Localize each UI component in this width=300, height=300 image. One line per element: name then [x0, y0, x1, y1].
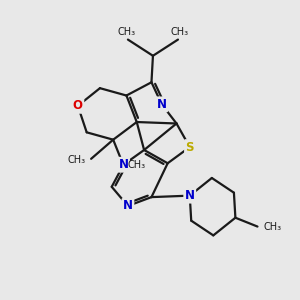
- Text: CH₃: CH₃: [170, 27, 188, 37]
- Text: S: S: [185, 141, 194, 154]
- Text: N: N: [185, 189, 195, 202]
- Text: N: N: [123, 200, 133, 212]
- Text: N: N: [157, 98, 167, 111]
- Text: O: O: [73, 99, 83, 112]
- Text: CH₃: CH₃: [67, 155, 85, 165]
- Text: N: N: [118, 158, 128, 171]
- Text: CH₃: CH₃: [263, 222, 281, 232]
- Text: CH₃: CH₃: [128, 160, 146, 170]
- Text: CH₃: CH₃: [117, 27, 136, 37]
